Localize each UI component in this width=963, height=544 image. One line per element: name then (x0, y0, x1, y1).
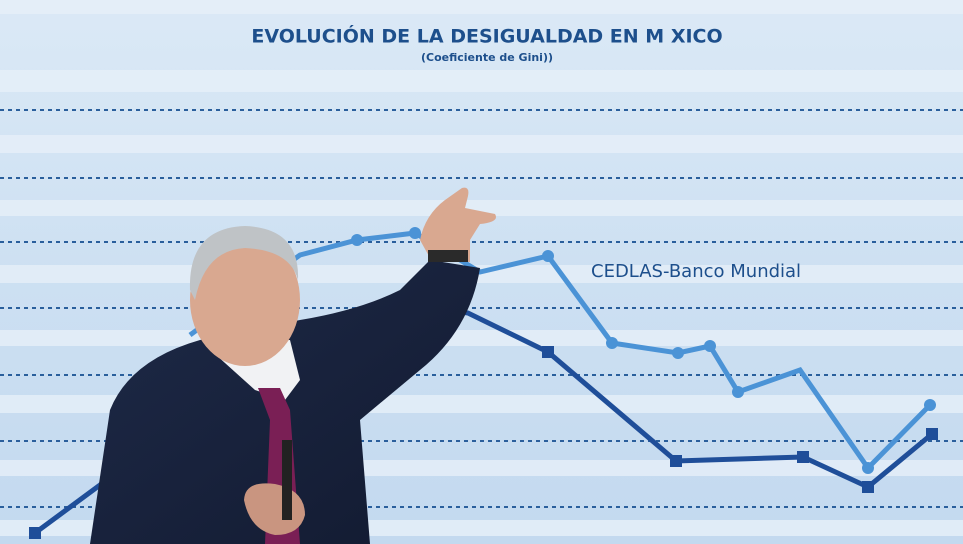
screen-subtitle: (Coeficiente de Gini)) (421, 51, 553, 64)
screen-title: EVOLUCIÓN DE LA DESIGUALDAD EN M XICO (251, 24, 722, 48)
speaker (90, 187, 496, 544)
series-label: CEDLAS-Banco Mundial (591, 261, 801, 282)
light-line-points (351, 227, 936, 474)
